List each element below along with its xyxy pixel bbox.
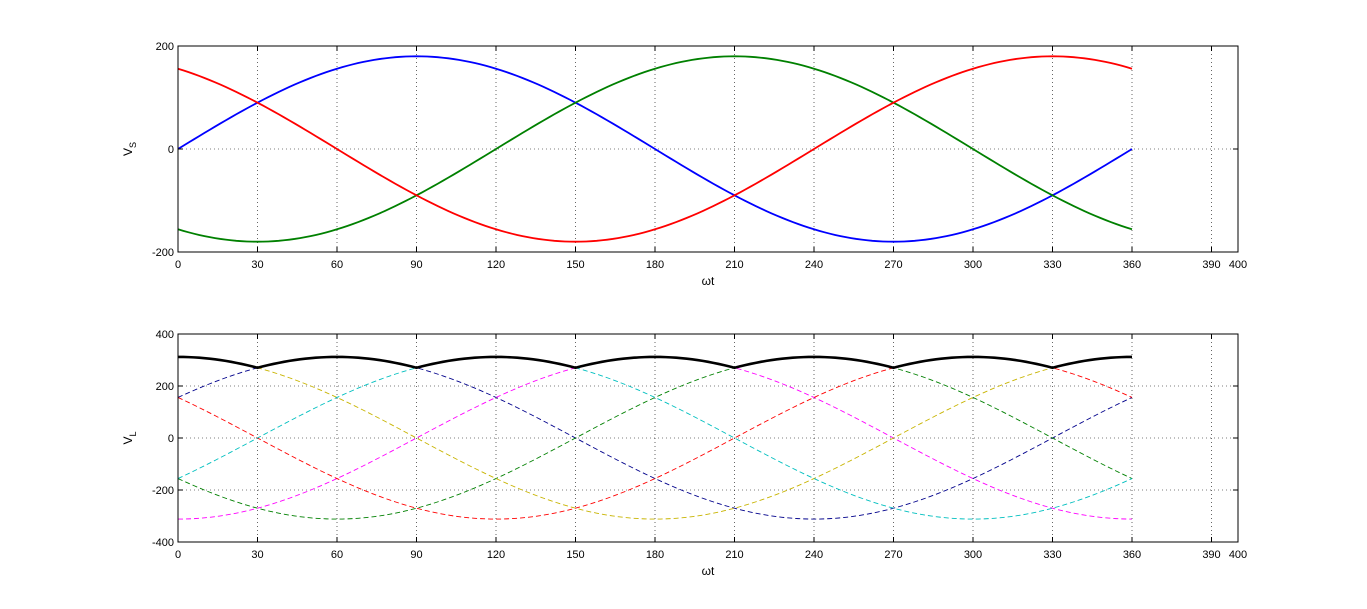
x-tick-label: 360 bbox=[1123, 259, 1141, 271]
x-tick-label: 270 bbox=[884, 259, 902, 271]
x-tick-label: 360 bbox=[1123, 549, 1141, 561]
x-tick-label: 330 bbox=[1043, 259, 1061, 271]
x-tick-label: 0 bbox=[175, 549, 181, 561]
x-tick-label: 120 bbox=[487, 549, 505, 561]
y-tick-label: -200 bbox=[152, 485, 174, 497]
y-axis-label: VL bbox=[121, 431, 138, 444]
series-phase-b bbox=[177, 55, 1133, 243]
series-line-ac bbox=[177, 356, 1133, 520]
plot-line-voltage: 0 30 60 90 120 150 180 210 240 270 300 330 360 390 400… bbox=[121, 329, 1247, 578]
x-tick-label: 300 bbox=[964, 549, 982, 561]
series-line-ab bbox=[177, 356, 1133, 520]
x-tick-label: 240 bbox=[805, 259, 823, 271]
x-tick-label: 390 bbox=[1202, 259, 1220, 271]
x-tick-label: 90 bbox=[410, 259, 422, 271]
y-tick-label: 400 bbox=[156, 329, 174, 341]
x-tick-label: 30 bbox=[251, 549, 263, 561]
x-tick-label: 150 bbox=[566, 549, 584, 561]
x-tick-label: 150 bbox=[566, 259, 584, 271]
x-tick-label: 180 bbox=[646, 549, 664, 561]
x-axis-label: ωt bbox=[702, 564, 715, 578]
series-line-ca bbox=[177, 356, 1133, 520]
y-tick-label: 0 bbox=[168, 433, 174, 445]
x-tick-label: 210 bbox=[725, 259, 743, 271]
y-axis-label: VS bbox=[121, 142, 138, 156]
series-phase-c bbox=[177, 55, 1133, 243]
x-tick-label: 90 bbox=[410, 549, 422, 561]
x-tick-label: 400 bbox=[1229, 259, 1247, 271]
y-tick-label: -400 bbox=[152, 537, 174, 549]
x-tick-label: 210 bbox=[725, 549, 743, 561]
x-tick-label: 390 bbox=[1202, 549, 1220, 561]
y-tick-label: -200 bbox=[152, 247, 174, 259]
x-tick-label: 270 bbox=[884, 549, 902, 561]
x-axis-label: ωt bbox=[702, 274, 715, 288]
x-tick-label: 60 bbox=[331, 549, 343, 561]
x-tick-label: 240 bbox=[805, 549, 823, 561]
plot-source-voltage: 0 30 60 90 120 150 180 210 240 270 300 330 360 390 400… bbox=[121, 41, 1247, 288]
x-tick-label: 0 bbox=[175, 259, 181, 271]
series-line-ba bbox=[177, 356, 1133, 520]
y-tick-label: 0 bbox=[168, 144, 174, 156]
x-tick-label: 300 bbox=[964, 259, 982, 271]
x-tick-label: 60 bbox=[331, 259, 343, 271]
x-tick-label: 180 bbox=[646, 259, 664, 271]
series-phase-a bbox=[177, 55, 1133, 243]
series-rectified-output bbox=[177, 355, 1133, 370]
y-tick-label: 200 bbox=[156, 381, 174, 393]
x-tick-label: 330 bbox=[1043, 549, 1061, 561]
x-tick-label: 120 bbox=[487, 259, 505, 271]
x-tick-label: 30 bbox=[251, 259, 263, 271]
x-tick-label: 400 bbox=[1229, 549, 1247, 561]
y-tick-label: 200 bbox=[156, 41, 174, 53]
